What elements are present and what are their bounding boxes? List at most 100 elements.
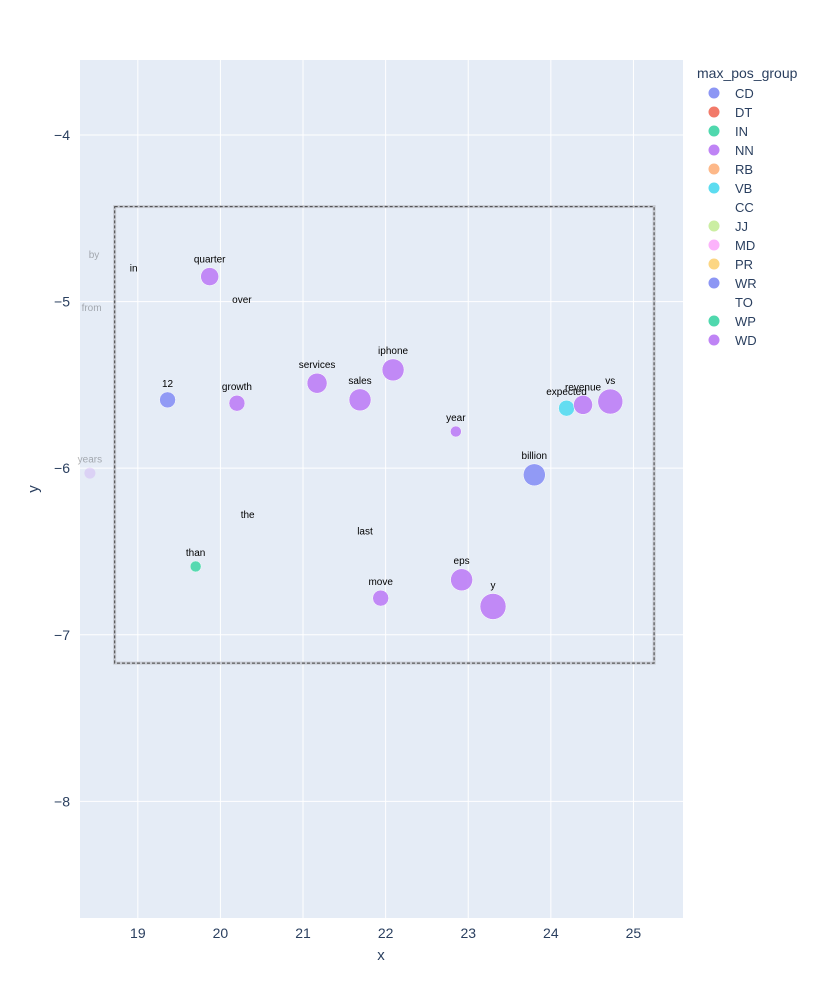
point-label: from <box>82 303 102 314</box>
x-tick-label: 25 <box>626 925 642 941</box>
point-label: move <box>368 577 393 588</box>
y-tick-label: −5 <box>54 294 70 310</box>
legend-item[interactable]: RB <box>708 162 754 177</box>
legend-item[interactable]: DT <box>708 105 753 120</box>
x-axis-title: x <box>377 947 385 964</box>
legend-label: NN <box>735 143 754 158</box>
legend-marker <box>708 182 720 194</box>
data-point: revenue <box>565 382 602 415</box>
data-point: by <box>89 250 100 261</box>
legend-label: WP <box>735 314 756 329</box>
point-marker <box>200 267 219 286</box>
legend-label: WD <box>735 333 757 348</box>
point-label: than <box>186 548 205 559</box>
point-label: the <box>241 510 255 521</box>
x-tick-label: 22 <box>378 925 394 941</box>
x-axis-ticks: 19 20 21 22 23 24 25 <box>130 925 641 941</box>
point-marker <box>159 391 176 409</box>
selection-box <box>113 205 656 665</box>
data-point: the <box>241 510 255 521</box>
y-axis-ticks: −8 −7 −6 −5 −4 <box>54 127 70 809</box>
point-marker <box>597 388 624 415</box>
legend-item[interactable]: NN <box>708 143 754 158</box>
legend-item[interactable]: MD <box>708 238 756 253</box>
point-label: in <box>130 263 138 274</box>
point-label: vs <box>605 376 615 387</box>
point-label: by <box>89 250 100 261</box>
point-marker <box>450 425 462 438</box>
legend-marker <box>708 144 720 156</box>
legend-item[interactable]: WR <box>708 276 757 291</box>
x-tick-label: 20 <box>213 925 229 941</box>
data-point: in <box>130 263 138 274</box>
y-axis-title: y <box>25 485 42 493</box>
legend-item[interactable]: CC <box>735 200 754 215</box>
point-label: over <box>232 295 252 306</box>
data-point: services <box>299 360 335 394</box>
x-tick-label: 19 <box>130 925 146 941</box>
legend-marker <box>708 125 720 137</box>
point-label: eps <box>454 556 470 567</box>
data-point: 12 <box>159 379 176 409</box>
data-point: over <box>232 295 252 306</box>
point-marker <box>348 388 372 412</box>
data-point: eps <box>450 556 473 592</box>
legend-title: max_pos_group <box>697 65 798 81</box>
point-marker <box>306 372 328 394</box>
legend-label: MD <box>735 238 755 253</box>
data-point: from <box>82 303 102 314</box>
legend-item[interactable]: CD <box>708 86 754 101</box>
legend-item[interactable]: IN <box>708 124 749 139</box>
legend-marker <box>708 334 720 346</box>
data-point: last <box>357 526 373 537</box>
legend-item[interactable]: JJ <box>708 219 749 234</box>
point-label: quarter <box>194 255 226 266</box>
legend-label: IN <box>735 124 748 139</box>
point-marker <box>479 593 507 620</box>
data-point: vs <box>597 376 624 415</box>
point-label: revenue <box>565 382 602 393</box>
data-point: growth <box>222 382 252 412</box>
data-point: quarter <box>194 255 226 286</box>
gridlines <box>80 60 683 918</box>
legend-label: CD <box>735 86 754 101</box>
selection-box-dash <box>114 206 655 664</box>
point-marker <box>189 560 202 573</box>
point-marker <box>558 399 575 417</box>
y-tick-label: −7 <box>54 627 70 643</box>
point-label: billion <box>522 451 548 462</box>
point-marker <box>573 395 593 415</box>
point-marker <box>372 589 389 607</box>
legend-item[interactable]: PR <box>708 257 754 272</box>
x-tick-label: 23 <box>460 925 476 941</box>
legend-label: VB <box>735 181 752 196</box>
data-point: move <box>368 577 393 607</box>
data-points: by in from quarter over 12 growth services sales… <box>78 250 624 620</box>
point-label: 12 <box>162 379 174 390</box>
data-point: billion <box>522 451 548 487</box>
point-marker <box>523 463 546 487</box>
legend-label: CC <box>735 200 754 215</box>
legend-item[interactable]: TO <box>735 295 753 310</box>
legend-label: WR <box>735 276 757 291</box>
data-point: y <box>479 580 507 620</box>
point-label: growth <box>222 382 252 393</box>
legend-marker <box>708 239 720 251</box>
legend: max_pos_group CD DT IN NN RB VB CC JJ MD PR WR TO WP… <box>697 65 798 348</box>
legend-item[interactable]: WD <box>708 333 757 348</box>
data-point: sales <box>348 376 372 412</box>
legend-label: DT <box>735 105 752 120</box>
point-label: iphone <box>378 346 408 357</box>
point-label: y <box>491 580 496 591</box>
x-tick-label: 21 <box>295 925 311 941</box>
legend-item[interactable]: WP <box>708 314 756 329</box>
legend-marker <box>708 277 720 289</box>
legend-label: TO <box>735 295 753 310</box>
legend-item[interactable]: VB <box>708 181 753 196</box>
x-tick-label: 24 <box>543 925 559 941</box>
legend-marker <box>708 106 720 118</box>
point-label: years <box>78 455 102 466</box>
legend-marker <box>708 315 720 327</box>
data-point: iphone <box>378 346 409 382</box>
